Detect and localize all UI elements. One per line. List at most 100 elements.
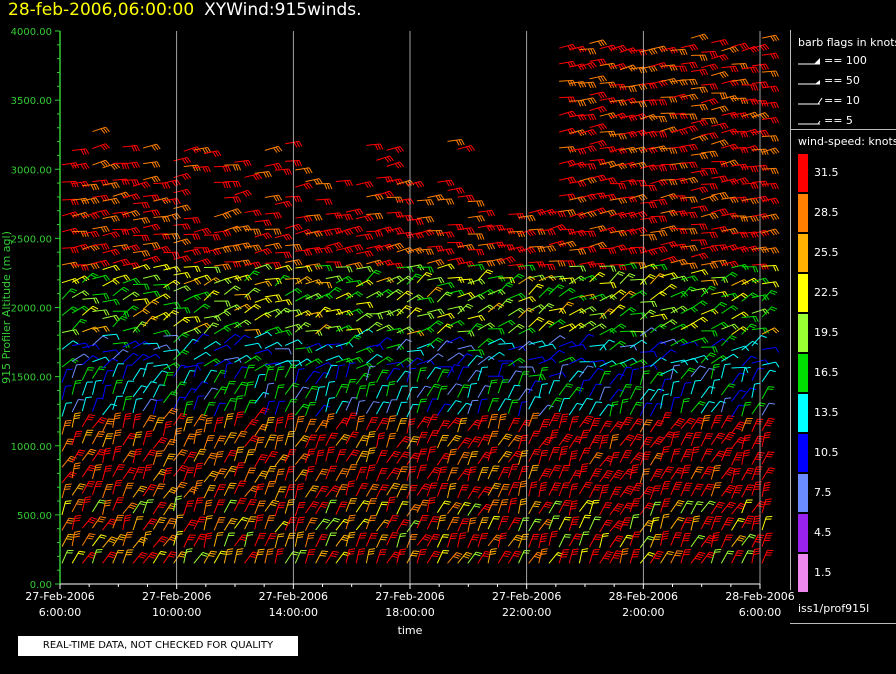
wind-barb	[345, 262, 364, 269]
wind-barb	[477, 415, 489, 430]
wind-barb	[183, 401, 194, 416]
legend-divider	[790, 623, 896, 624]
wind-barb	[122, 502, 138, 515]
legend-color-swatch	[798, 434, 808, 472]
wind-barb	[467, 249, 485, 256]
wind-barb	[224, 164, 242, 171]
wind-barb	[559, 146, 577, 153]
wind-barb	[558, 482, 571, 497]
wind-barb	[142, 381, 158, 394]
wind-barb	[102, 358, 119, 369]
wind-barb	[284, 339, 303, 346]
wind-barb	[701, 50, 719, 58]
wind-barb	[731, 215, 749, 222]
wind-barb	[701, 83, 719, 90]
wind-barb	[528, 274, 547, 281]
wind-barb	[761, 306, 778, 318]
wind-barb	[224, 196, 242, 203]
wind-barb	[173, 223, 191, 231]
wind-barb	[183, 433, 196, 447]
wind-barb	[214, 300, 231, 307]
wind-barb	[609, 434, 619, 450]
wind-barb	[680, 176, 699, 184]
wind-barb	[447, 187, 465, 195]
wind-barb	[457, 303, 474, 315]
wind-barb	[579, 261, 597, 269]
wind-barb	[720, 447, 733, 462]
wind-barb	[761, 85, 780, 93]
wind-barb	[102, 298, 120, 306]
wind-barb	[548, 464, 562, 478]
wind-barb	[558, 240, 577, 248]
wind-barb	[72, 264, 89, 271]
wind-barb	[568, 386, 584, 399]
wind-barb	[629, 339, 648, 349]
wind-barb	[193, 146, 212, 154]
wind-barb	[711, 208, 729, 216]
wind-barb	[112, 445, 122, 461]
wind-barb	[244, 449, 255, 464]
wind-barb	[538, 383, 548, 399]
wind-barb	[497, 532, 508, 548]
wind-barb	[223, 449, 237, 463]
wind-barb	[690, 316, 709, 325]
wind-barb	[640, 234, 658, 241]
wind-barb	[629, 418, 644, 431]
wind-barb	[72, 243, 90, 251]
wind-barb	[629, 498, 641, 513]
wind-barb	[61, 368, 73, 383]
wind-barb	[720, 534, 733, 549]
wind-barb	[761, 532, 773, 547]
wind-barb	[335, 341, 354, 348]
y-tick-label: 3000.00	[11, 165, 52, 176]
wind-barb	[650, 45, 668, 53]
wind-barb	[233, 462, 245, 477]
wind-barb	[264, 450, 279, 464]
wind-barb	[609, 401, 619, 417]
wind-barb	[183, 519, 198, 533]
wind-barb	[254, 263, 273, 270]
wind-barb	[639, 468, 651, 483]
wind-barb	[183, 146, 202, 154]
wind-barb	[507, 550, 522, 564]
wind-barb	[609, 373, 625, 386]
wind-barb	[386, 467, 401, 480]
wind-barb	[213, 310, 232, 319]
wind-barb	[345, 548, 356, 564]
wind-barb	[710, 515, 722, 531]
wind-barb	[599, 370, 612, 385]
wind-barb	[355, 548, 366, 564]
wind-barb	[721, 484, 736, 497]
wind-barb	[305, 418, 317, 433]
wind-barb	[650, 145, 668, 153]
wind-barb	[152, 550, 167, 564]
wind-barb	[81, 533, 96, 546]
wind-barb	[163, 233, 181, 240]
wind-barb	[254, 500, 266, 515]
wind-barb	[690, 379, 702, 395]
wind-barb	[305, 401, 317, 416]
wind-barb	[71, 363, 83, 379]
wind-barb	[376, 534, 389, 548]
wind-barb	[112, 191, 131, 199]
wind-barb	[660, 412, 672, 426]
wind-barb	[91, 464, 103, 479]
wind-barb	[133, 234, 150, 242]
wind-barb	[609, 147, 628, 155]
wind-barb	[599, 327, 617, 336]
wind-barb	[548, 372, 567, 378]
wind-barb	[639, 535, 655, 548]
wind-barb	[234, 159, 252, 167]
wind-barb	[711, 71, 729, 79]
wind-barb	[599, 177, 618, 185]
wind-barb	[152, 399, 163, 415]
wind-barb	[153, 293, 171, 301]
wind-barb	[609, 421, 625, 434]
legend-color-swatch	[798, 554, 808, 592]
wind-barb	[335, 179, 353, 187]
wind-barb	[213, 417, 224, 432]
wind-barb	[142, 530, 152, 547]
wind-barb	[711, 291, 729, 298]
wind-barb	[639, 370, 651, 386]
wind-barb	[264, 262, 282, 269]
